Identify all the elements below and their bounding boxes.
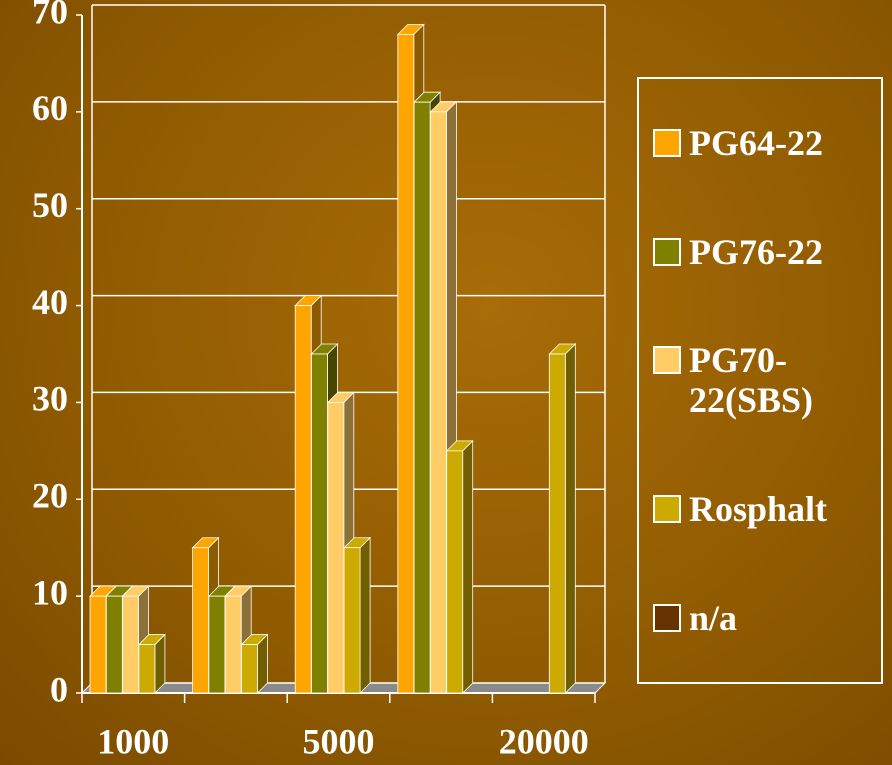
legend-label: PG70-22(SBS) <box>689 340 814 421</box>
bar <box>89 595 107 694</box>
legend-label: PG64-22 <box>689 123 823 164</box>
legend-label: PG76-22 <box>689 231 823 272</box>
y-tick-label: 30 <box>32 379 68 419</box>
legend-swatch <box>653 129 681 158</box>
bar <box>294 305 312 694</box>
legend-swatch <box>653 603 681 632</box>
bar <box>192 547 210 694</box>
bar-side <box>359 536 371 694</box>
legend-item: n/a <box>653 598 881 638</box>
y-tick-label: 60 <box>32 88 68 128</box>
bar <box>224 595 242 694</box>
y-tick-label: 0 <box>50 669 68 709</box>
legend-item: PG64-22 <box>653 123 881 163</box>
bar-side <box>462 439 474 694</box>
legend-swatch <box>653 346 681 375</box>
y-tick-label: 40 <box>32 282 68 322</box>
bar-side <box>564 343 576 694</box>
legend-item: PG76-22 <box>653 232 881 272</box>
x-tick-label: 1000 <box>97 721 169 761</box>
bar <box>397 33 415 694</box>
y-tick-label: 70 <box>32 0 68 31</box>
x-tick-label: 20000 <box>499 721 589 761</box>
legend: PG64-22 PG76-22 PG70-22(SBS) Rosphalt n/a <box>637 77 883 684</box>
legend-label: n/a <box>689 597 738 638</box>
legend-swatch <box>653 495 681 524</box>
bar <box>105 595 123 694</box>
bar <box>241 644 258 694</box>
bar <box>548 353 566 694</box>
bar <box>311 353 328 694</box>
x-tick-label: 5000 <box>303 721 375 761</box>
y-tick-label: 50 <box>32 185 68 225</box>
legend-item: Rosphalt <box>653 489 881 529</box>
y-tick-label: 10 <box>32 572 68 612</box>
bar <box>208 595 226 694</box>
bar <box>413 101 431 694</box>
bar <box>327 402 345 694</box>
bar <box>343 547 361 694</box>
legend-label: Rosphalt <box>689 489 828 530</box>
bar <box>138 644 156 694</box>
legend-item: PG70-22(SBS) <box>653 340 881 420</box>
legend-swatch <box>653 237 681 266</box>
bar <box>122 595 139 694</box>
bar <box>429 111 447 694</box>
y-tick-label: 20 <box>32 476 68 516</box>
bar <box>446 450 464 694</box>
